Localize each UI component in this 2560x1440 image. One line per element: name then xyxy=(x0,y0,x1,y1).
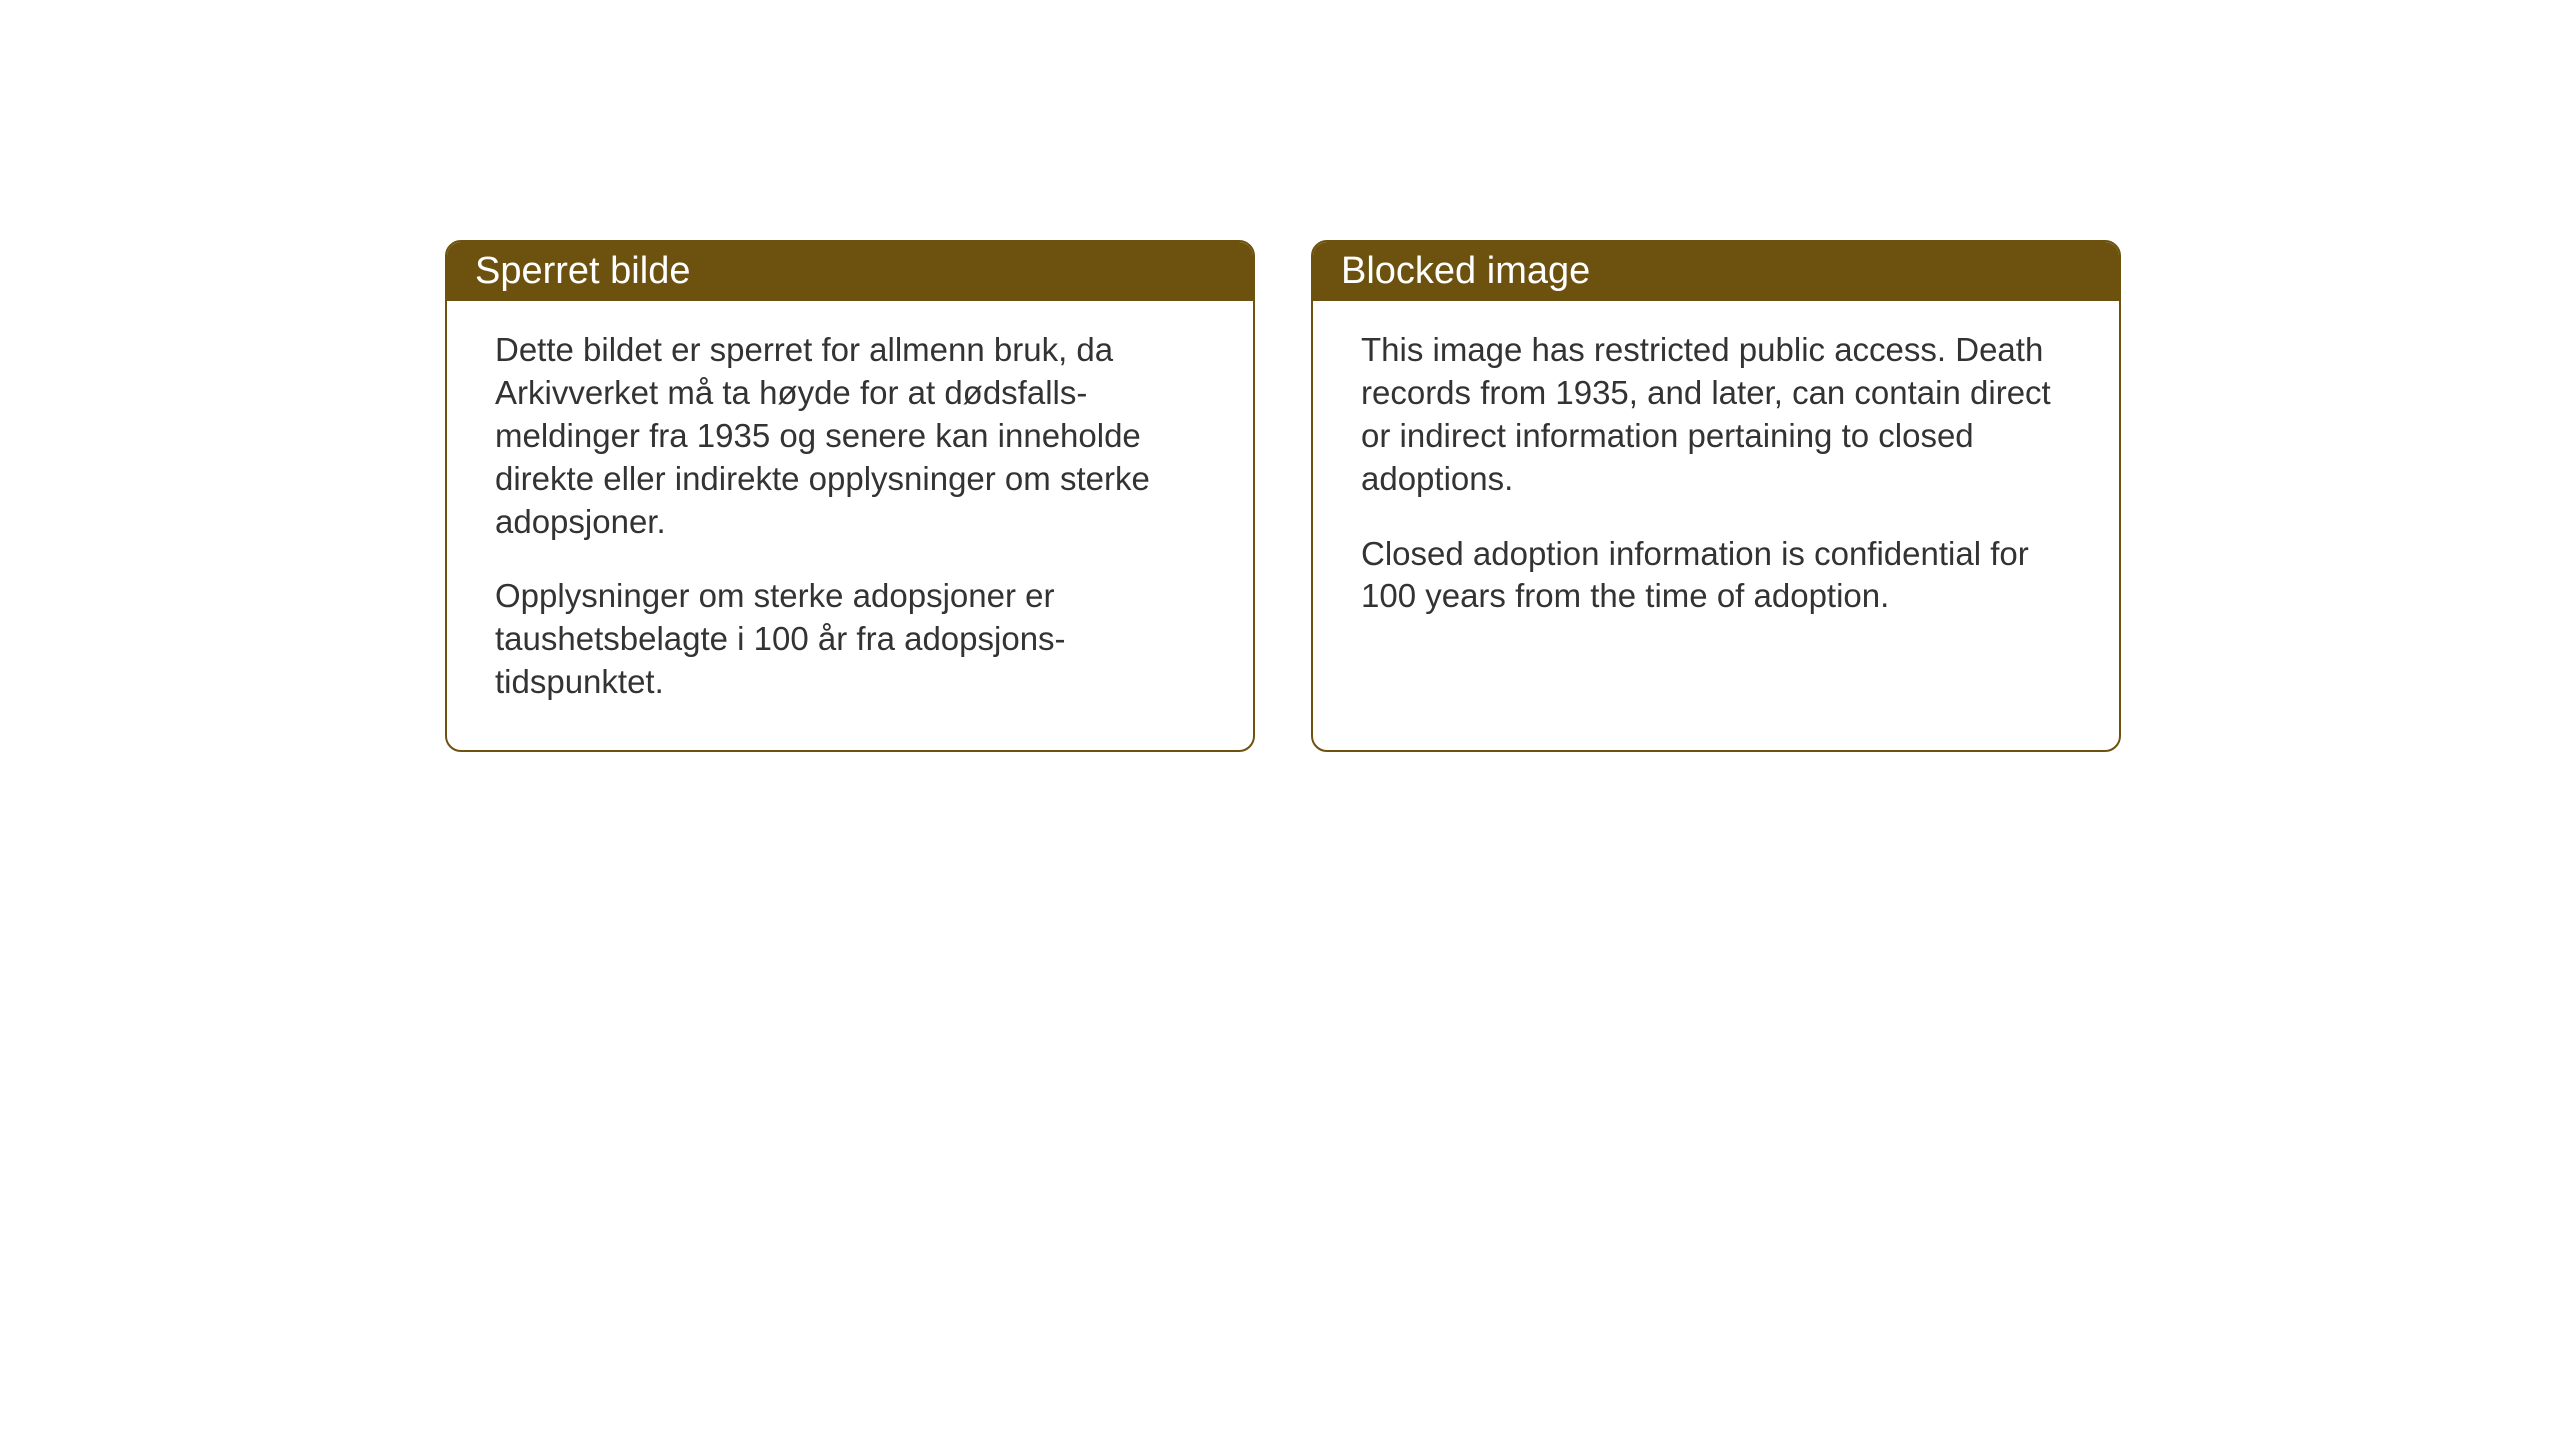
notice-header-norwegian: Sperret bilde xyxy=(447,242,1253,301)
notice-title-norwegian: Sperret bilde xyxy=(475,250,690,292)
notice-paragraph-2-norwegian: Opplysninger om sterke adopsjoner er tau… xyxy=(495,575,1205,704)
notice-body-english: This image has restricted public access.… xyxy=(1313,301,2119,658)
notice-box-norwegian: Sperret bilde Dette bildet er sperret fo… xyxy=(445,240,1255,752)
notice-header-english: Blocked image xyxy=(1313,242,2119,301)
notice-body-norwegian: Dette bildet er sperret for allmenn bruk… xyxy=(447,301,1253,744)
notice-paragraph-1-norwegian: Dette bildet er sperret for allmenn bruk… xyxy=(495,329,1205,543)
notice-title-english: Blocked image xyxy=(1341,250,1590,292)
notice-paragraph-1-english: This image has restricted public access.… xyxy=(1361,329,2071,501)
notice-paragraph-2-english: Closed adoption information is confident… xyxy=(1361,533,2071,619)
notice-container: Sperret bilde Dette bildet er sperret fo… xyxy=(445,240,2121,752)
notice-box-english: Blocked image This image has restricted … xyxy=(1311,240,2121,752)
